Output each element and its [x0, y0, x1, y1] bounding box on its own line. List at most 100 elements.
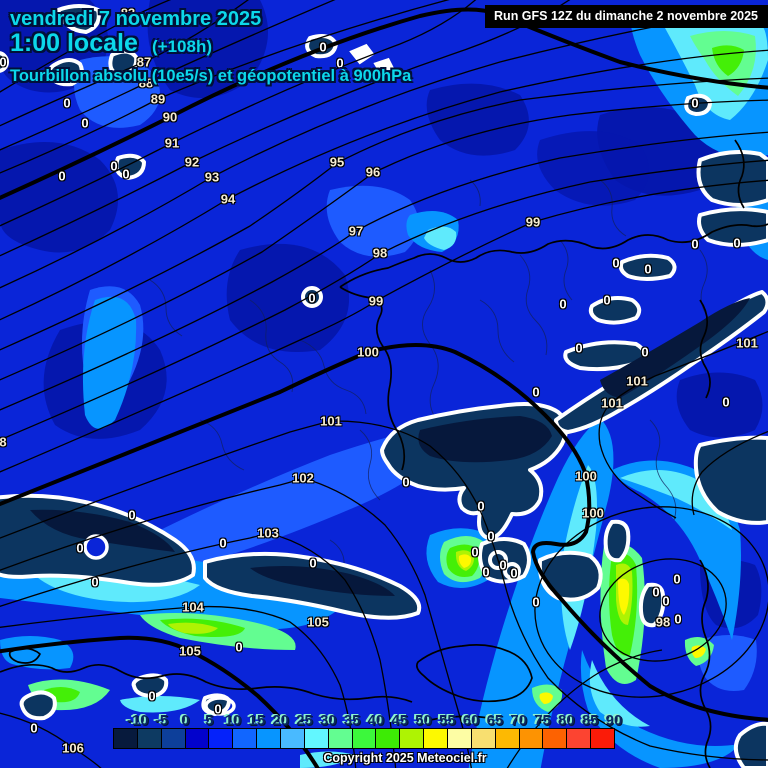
geopotential-label: 89: [150, 91, 166, 107]
valid-time-text: 1:00 locale: [10, 29, 138, 57]
color-scale-cell: [566, 729, 591, 748]
color-scale-cell: [208, 729, 233, 748]
vorticity-zero-label: 0: [532, 384, 540, 400]
color-scale-tick-label: 15: [248, 712, 266, 729]
vorticity-zero-label: 0: [110, 158, 118, 174]
geopotential-label: 91: [164, 135, 180, 151]
color-scale-tick-label: 5: [205, 712, 214, 729]
geopotential-label: 106: [62, 740, 84, 756]
color-scale-cell: [160, 729, 185, 748]
geopotential-label: 98: [655, 614, 671, 630]
color-scale-cell: [184, 729, 209, 748]
color-scale-tick-label: 55: [438, 712, 456, 729]
coastlines: [0, 139, 768, 768]
geopotential-label: 95: [329, 154, 345, 170]
vorticity-zero-label: 0: [499, 557, 507, 573]
vorticity-zero-label: 0: [603, 292, 611, 308]
color-scale-tick-label: 25: [296, 712, 313, 729]
vorticity-zero-label: 0: [336, 55, 344, 71]
color-scale-cell: [136, 729, 161, 748]
vorticity-zero-label: 0: [219, 535, 227, 551]
color-scale-cell: [280, 729, 304, 748]
color-scale-cell: [375, 729, 400, 748]
vorticity-zero-label: 0: [510, 565, 518, 581]
vorticity-zero-label: 0: [652, 584, 660, 600]
geopotential-label: 83: [120, 5, 136, 21]
vorticity-zero-label: 0: [477, 498, 485, 514]
geopotential-label: 92: [184, 154, 200, 170]
color-scale-tick-label: 65: [486, 712, 504, 729]
model-run-info: Run GFS 12Z du dimanche 2 novembre 2025: [485, 5, 768, 28]
copyright-text: Copyright 2025 Meteociel.fr: [323, 751, 487, 765]
color-scale-cell: [351, 729, 376, 748]
color-scale-tick-label: 85: [581, 712, 599, 729]
vorticity-zero-label: 0: [319, 39, 327, 55]
vorticity-zero-label: 0: [0, 54, 7, 70]
dark-blue-patches: [0, 0, 763, 629]
color-scale-cell: [303, 729, 328, 748]
geopotential-label: 101: [601, 395, 623, 411]
color-scale-cell: [256, 729, 281, 748]
vorticity-zero-label: 0: [76, 540, 84, 556]
vorticity-zero-label: 0: [662, 593, 670, 609]
color-scale-cell: [494, 729, 519, 748]
color-scale-cell: [114, 729, 137, 748]
geopotential-label: 99: [525, 214, 541, 230]
vorticity-zero-label: 0: [235, 639, 243, 655]
vorticity-zero-label: 0: [674, 611, 682, 627]
color-scale-tick-label: 30: [319, 712, 337, 729]
color-scale-tick-label: 35: [343, 712, 361, 729]
geopotential-label: 105: [307, 614, 329, 630]
vorticity-zero-label: 0: [612, 255, 620, 271]
color-scale-tick-label: 75: [534, 712, 551, 729]
color-scale-cell: [423, 729, 448, 748]
geopotential-label: 104: [182, 599, 204, 615]
color-scale-tick-label: 50: [415, 712, 432, 729]
color-scale-cell: [590, 729, 615, 748]
color-scale-cell: [327, 729, 352, 748]
forecast-lead-time: (+108h): [152, 37, 212, 56]
geopotential-label: 98: [372, 245, 388, 261]
border-lines: [149, 179, 711, 569]
vorticity-zero-label: 0: [673, 571, 681, 587]
color-scale-cell: [447, 729, 471, 748]
color-scale-cell: [470, 729, 495, 748]
vorticity-zero-label: 0: [471, 544, 479, 560]
vorticity-zero-label: 0: [641, 344, 649, 360]
vorticity-zero-label: 0: [733, 235, 741, 251]
negative-core-patches: [30, 298, 750, 596]
geopotential-label: 101: [320, 413, 342, 429]
geopotential-label: 101: [626, 373, 648, 389]
vorticity-zero-label: 0: [63, 95, 71, 111]
geopotential-label: 99: [368, 293, 384, 309]
vorticity-zero-label: 0: [309, 555, 317, 571]
vorticity-zero-label: 0: [30, 720, 38, 736]
geopotential-label: 103: [257, 525, 279, 541]
vorticity-zero-label: 0: [402, 474, 410, 490]
color-scale-tick-label: 40: [367, 712, 385, 729]
geopotential-label: 100: [575, 468, 597, 484]
geopotential-label: 101: [736, 335, 758, 351]
color-scale-tick-label: -5: [154, 712, 169, 729]
vorticity-zero-label: 0: [482, 564, 490, 580]
color-scale-cell: [232, 729, 257, 748]
vorticity-zero-label: 0: [58, 168, 66, 184]
yellow-patches: [168, 550, 706, 704]
color-scale-cell: [542, 729, 567, 748]
color-scale-tick-label: 90: [605, 712, 623, 729]
geopotential-label: 97: [348, 223, 364, 239]
vorticity-zero-label: 0: [532, 594, 540, 610]
vorticity-zero-label: 0: [128, 507, 136, 523]
vorticity-zero-label: 0: [122, 166, 130, 182]
vorticity-zero-label: 0: [371, 65, 379, 81]
vorticity-zero-label: 0: [691, 236, 699, 252]
vorticity-zero-label: 0: [214, 701, 222, 717]
color-scale-cell: [399, 729, 424, 748]
color-scale-tick-label: 45: [391, 712, 409, 729]
color-scale-tick-label: 80: [558, 712, 575, 729]
geopotential-label: 8: [0, 434, 7, 450]
vorticity-zero-label: 0: [81, 115, 89, 131]
